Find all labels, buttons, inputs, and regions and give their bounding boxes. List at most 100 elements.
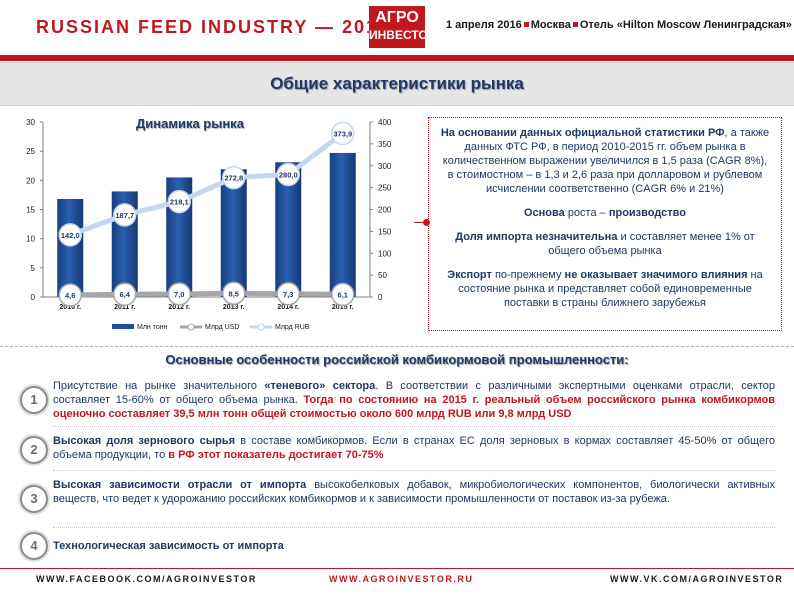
item-3-bold: Высокая зависимости отрасли от импорта <box>53 479 307 491</box>
event-city: Москва <box>530 19 571 31</box>
section-title: Основные особенности российской комбикор… <box>165 352 629 367</box>
left-axis-tick-label: 25 <box>26 147 35 156</box>
facebook-link[interactable]: WWW.FACEBOOK.COM/AGROINVESTOR <box>36 574 257 584</box>
series-usd-point <box>167 282 191 306</box>
header-divider <box>0 55 794 61</box>
legend-label-usd: Млрд USD <box>205 324 239 331</box>
legend-marker-usd <box>187 323 195 331</box>
bar-mln-tonn <box>57 199 84 297</box>
x-tick-label: 2015 г. <box>332 304 354 311</box>
info-p3-text: и составляет менее 1% от общего объема р… <box>548 231 755 257</box>
info-p4-text-b: на состояние рынка и представляет собой … <box>458 269 763 309</box>
agroinvestor-logo[interactable]: АГРО ИНВЕСТОР <box>369 6 436 48</box>
feature-item-3: Высокая зависимости отрасли от импорта в… <box>53 478 775 506</box>
separator-square-icon <box>572 22 578 28</box>
vk-link[interactable]: WWW.VK.COM/AGROINVESTOR <box>610 574 784 584</box>
legend-label-rub: Млрд RUB <box>275 324 310 331</box>
right-axis-tick-label: 350 <box>378 140 392 149</box>
website-link[interactable]: WWW.AGROINVESTOR.RU <box>329 574 474 584</box>
right-axis-tick-label: 200 <box>378 206 392 215</box>
series-usd-point <box>331 282 355 307</box>
info-paragraph-1: На основании данных официальной статисти… <box>439 126 771 196</box>
info-p3-bold: Доля импорта незначительна <box>455 231 618 243</box>
page-title: Общие характеристики рынка <box>270 74 524 93</box>
feature-item-2: Высокая доля зернового сырья в составе к… <box>53 434 775 462</box>
info-p4-bold-b: не оказывает значимого влияния <box>564 269 748 281</box>
chart-title: Динамика рынка <box>136 116 244 131</box>
x-tick-label: 2014 г. <box>277 304 299 311</box>
item-separator <box>53 527 775 528</box>
info-p2-bold-b: производство <box>608 207 687 219</box>
right-axis-tick-label: 400 <box>378 118 392 127</box>
separator-square-icon <box>523 22 529 28</box>
info-p2-text: роста – <box>564 207 609 219</box>
left-axis-tick-label: 0 <box>31 293 36 302</box>
item-1-text-c: . В соответствии с различными экспертным… <box>53 380 775 406</box>
item-1-bold: «теневого» сектора <box>264 380 376 392</box>
series-rub-data-label: 373,9 <box>333 129 352 138</box>
series-usd-data-label: 7,3 <box>283 290 293 299</box>
bar-mln-tonn <box>220 169 247 297</box>
legend-marker-rub <box>257 323 265 331</box>
left-axis-tick-label: 10 <box>26 235 35 244</box>
x-tick-label: 2010 г. <box>59 304 81 311</box>
section-divider <box>0 346 794 347</box>
series-rub-line <box>67 130 346 238</box>
item-number-2: 2 <box>20 436 48 464</box>
right-axis-tick-label: 100 <box>378 249 392 258</box>
info-p1-text: , а также данных ФТС РФ, в период 2010-2… <box>442 127 770 195</box>
series-rub-data-label: 280,0 <box>279 171 298 180</box>
left-axis-tick-label: 30 <box>26 118 35 127</box>
series-rub-point <box>222 165 246 190</box>
series-rub-point <box>58 223 82 247</box>
series-rub-data-label: 272,8 <box>224 174 243 183</box>
footer-divider <box>0 568 794 569</box>
item-2-bold: Высокая доля зернового сырья <box>53 435 236 447</box>
series-rub-point <box>331 121 355 146</box>
x-tick-label: 2013 г. <box>223 304 245 311</box>
bar-mln-tonn <box>329 152 356 297</box>
item-separator <box>53 470 775 471</box>
left-axis-tick-label: 5 <box>31 264 36 273</box>
event-title: RUSSIAN FEED INDUSTRY — 2016 <box>36 17 391 37</box>
series-usd-line <box>67 290 346 298</box>
title-band: Общие характеристики рынка <box>0 62 794 106</box>
series-usd-data-label: 7,0 <box>174 290 184 299</box>
series-rub-point <box>113 203 137 227</box>
left-axis-tick-label: 15 <box>26 206 35 215</box>
series-usd-point <box>113 282 137 306</box>
item-1-highlight: Тогда по состоянию на 2015 г. реальный о… <box>53 394 775 420</box>
event-info: 1 апреля 2016 Москва Отель «Hilton Moscow … <box>446 19 792 31</box>
logo-line-2: ИНВЕСТОР <box>369 28 436 42</box>
series-usd-point <box>58 283 82 307</box>
connector-line <box>414 222 428 223</box>
series-usd-data-label: 8,5 <box>229 289 239 298</box>
item-3-text: высокобелковых добавок, микробиологическ… <box>53 479 775 505</box>
item-number-3: 3 <box>20 485 48 513</box>
item-2-text: в составе комбикормов. Если в странах ЕС… <box>53 435 775 461</box>
series-usd-point <box>276 282 300 306</box>
right-axis-tick-label: 300 <box>378 162 392 171</box>
info-p2-bold-a: Основа <box>523 207 565 219</box>
series-usd-data-label: 6,1 <box>338 290 348 299</box>
event-venue: Отель «Hilton Moscow Ленинградская» <box>579 19 792 31</box>
right-axis-tick-label: 150 <box>378 227 392 236</box>
info-p1-bold: На основании данных официальной статисти… <box>440 127 725 139</box>
series-usd-data-label: 6,4 <box>120 290 131 299</box>
item-1-text-a: Присутствие на рынке значительного <box>53 380 265 392</box>
item-4-bold: Технологическая зависимость от импорта <box>53 540 284 552</box>
feature-item-4: Технологическая зависимость от импорта <box>53 539 775 553</box>
info-box: На основании данных официальной статисти… <box>428 117 782 331</box>
left-axis-tick-label: 20 <box>26 176 35 185</box>
info-p4-bold-a: Экспорт <box>447 269 492 281</box>
series-usd-data-label: 4,6 <box>65 291 75 300</box>
x-tick-label: 2012 г. <box>168 304 190 311</box>
series-rub-point <box>276 162 300 187</box>
connector-dot-icon <box>423 219 430 226</box>
item-2-highlight: в РФ этот показатель достигает 70-75% <box>168 449 384 461</box>
feature-item-1: Присутствие на рынке значительного «тене… <box>53 379 775 421</box>
series-rub-point <box>167 189 191 214</box>
series-rub-data-label: 142,0 <box>61 231 80 240</box>
right-axis-tick-label: 250 <box>378 184 392 193</box>
item-number-4: 4 <box>20 532 48 560</box>
